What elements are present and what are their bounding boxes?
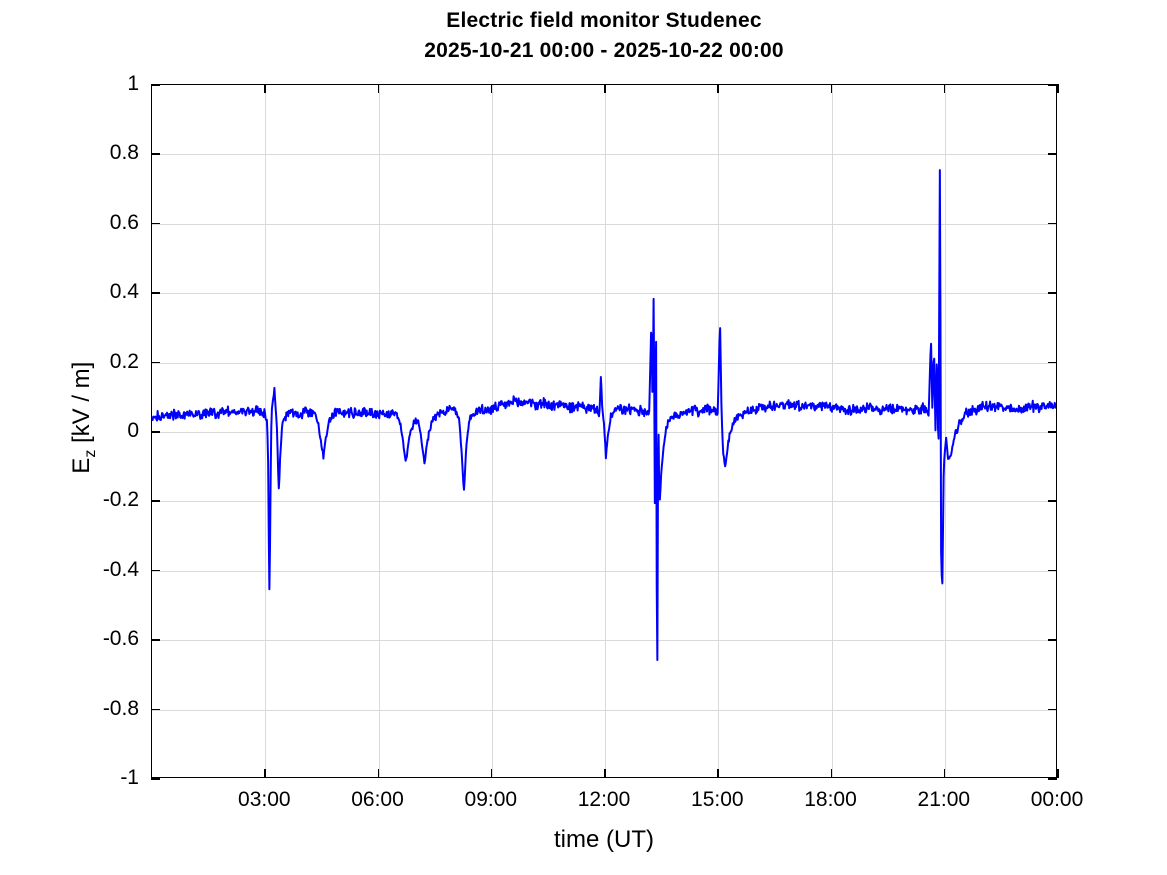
gridline-vertical xyxy=(378,85,380,777)
y-axis-tick-mark xyxy=(151,292,160,294)
x-axis-tick-mark xyxy=(943,769,946,778)
y-axis-tick-mark xyxy=(1048,222,1057,225)
chart-title-line-2: 2025-10-21 00:00 - 2025-10-22 00:00 xyxy=(424,39,784,62)
x-axis-tick-label: 06:00 xyxy=(351,788,404,811)
gridline-vertical xyxy=(831,85,833,777)
x-axis-tick-mark xyxy=(943,84,946,93)
x-axis-title: time (UT) xyxy=(554,826,654,853)
plot-area xyxy=(151,84,1057,778)
y-axis-title-unit: [kV / m] xyxy=(68,361,95,450)
y-axis-tick-mark xyxy=(1048,639,1057,641)
y-axis-tick-mark xyxy=(151,431,160,433)
y-axis-tick-mark xyxy=(151,361,160,364)
gridline-horizontal xyxy=(152,570,1056,572)
y-axis-tick-mark xyxy=(1048,361,1057,364)
y-axis-tick-label: -0.6 xyxy=(102,627,139,651)
x-axis-tick-label: 00:00 xyxy=(1030,788,1084,811)
y-axis-tick-mark xyxy=(151,84,160,86)
x-axis-tick-mark xyxy=(264,769,266,778)
x-axis-tick-label: 09:00 xyxy=(464,788,518,811)
x-axis-tick-mark xyxy=(604,769,606,778)
x-axis-tick-mark xyxy=(264,84,266,93)
y-axis-tick-mark xyxy=(151,708,160,711)
y-axis-tick-label: 0.4 xyxy=(109,280,139,304)
x-axis-tick-mark xyxy=(377,769,380,778)
y-axis-tick-mark xyxy=(151,569,160,572)
x-axis-tick-mark xyxy=(490,84,493,93)
gridline-horizontal xyxy=(152,709,1056,711)
y-axis-tick-mark xyxy=(151,639,160,641)
gridline-horizontal xyxy=(152,501,1056,503)
x-axis-tick-mark xyxy=(490,769,493,778)
y-axis-title-subscript: z xyxy=(81,449,99,458)
y-axis-tick-mark xyxy=(1048,153,1057,155)
y-axis-tick-mark xyxy=(1048,431,1057,433)
y-axis-tick-label: -1 xyxy=(120,766,139,789)
x-axis-tick-mark xyxy=(830,84,833,93)
x-axis-tick-mark xyxy=(1057,84,1059,93)
y-axis-tick-mark xyxy=(1048,500,1057,502)
y-axis-tick-mark xyxy=(1048,292,1057,294)
y-axis-title-symbol: E xyxy=(68,457,95,474)
y-axis-tick-mark xyxy=(151,778,160,780)
y-axis-title: Ez [kV / m] xyxy=(22,84,99,778)
y-axis-tick-label: -0.8 xyxy=(102,696,139,720)
x-axis-tick-mark xyxy=(830,769,833,778)
y-axis-tick-label: -0.2 xyxy=(102,488,139,512)
series-ez-line xyxy=(152,170,1056,660)
gridline-horizontal xyxy=(152,640,1056,642)
chart-title-line-1: Electric field monitor Studenec xyxy=(446,9,762,32)
x-axis-tick-label: 18:00 xyxy=(804,788,857,811)
y-axis-tick-mark xyxy=(151,222,160,225)
gridline-horizontal xyxy=(152,293,1056,295)
x-axis-tick-label: 15:00 xyxy=(691,788,744,811)
gridline-vertical xyxy=(718,85,720,777)
y-axis-tick-label: 0.2 xyxy=(109,349,139,373)
gridline-horizontal xyxy=(152,154,1056,156)
data-trace-svg xyxy=(152,85,1056,777)
y-axis-tick-mark xyxy=(1048,778,1057,780)
y-axis-tick-label: 0.6 xyxy=(109,210,139,234)
gridline-horizontal xyxy=(152,362,1056,364)
x-axis-tick-label: 03:00 xyxy=(238,788,291,811)
x-axis-tick-mark xyxy=(717,769,719,778)
y-axis-tick-mark xyxy=(1048,708,1057,711)
x-axis-tick-label: 21:00 xyxy=(917,788,971,811)
y-axis-tick-label: 0.8 xyxy=(109,141,139,165)
y-axis-tick-mark xyxy=(1048,569,1057,572)
gridline-vertical xyxy=(605,85,606,777)
y-axis-tick-label: 0 xyxy=(127,419,139,442)
gridline-vertical xyxy=(491,85,493,777)
y-axis-tick-mark xyxy=(1048,84,1057,86)
y-axis-tick-mark xyxy=(151,153,160,155)
y-axis-tick-mark xyxy=(151,500,160,502)
x-axis-tick-mark xyxy=(377,84,380,93)
gridline-vertical xyxy=(944,85,946,777)
x-axis-tick-mark xyxy=(717,84,719,93)
gridline-horizontal xyxy=(152,223,1056,225)
y-axis-tick-label: 1 xyxy=(127,72,139,95)
x-axis-tick-mark xyxy=(1057,769,1059,778)
y-axis-tick-label: -0.4 xyxy=(102,557,139,581)
x-axis-tick-mark xyxy=(604,84,606,93)
gridline-vertical xyxy=(265,85,267,777)
x-axis-tick-label: 12:00 xyxy=(577,788,631,811)
chart-title: Electric field monitor Studenec 2025-10-… xyxy=(151,6,1057,66)
